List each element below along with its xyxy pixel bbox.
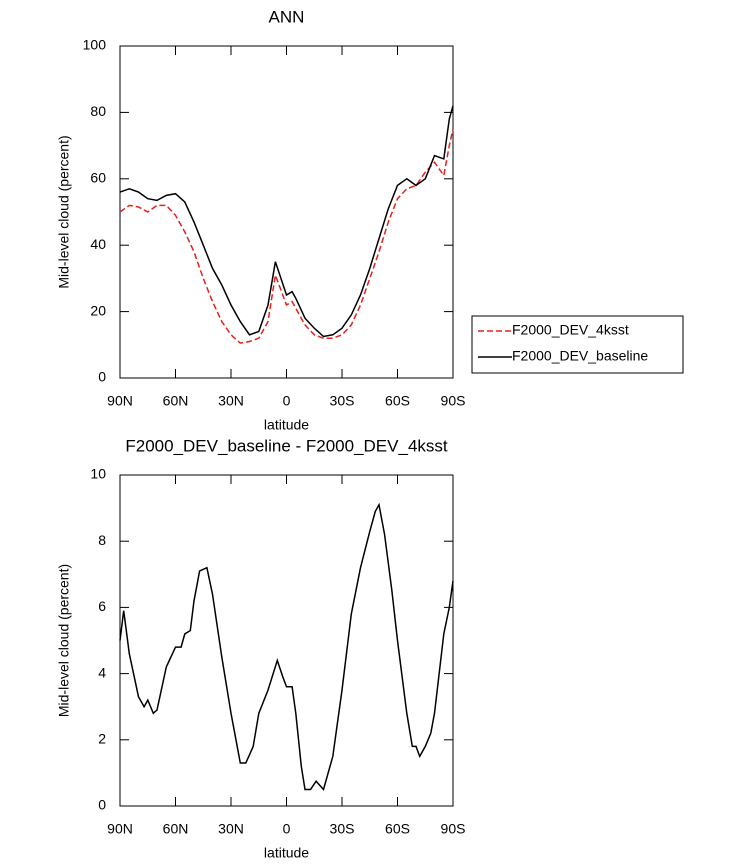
- y-tick-label: 2: [98, 731, 106, 747]
- y-tick-label: 10: [90, 466, 106, 482]
- y-tick-label: 0: [98, 797, 106, 813]
- y-tick-label: 20: [90, 302, 106, 318]
- x-tick-label: 30N: [218, 393, 244, 409]
- x-tick-label: 60N: [163, 821, 189, 837]
- y-tick-label: 100: [83, 37, 107, 53]
- y-tick-label: 40: [90, 236, 106, 252]
- x-tick-label: 30N: [218, 821, 244, 837]
- plot-frame: [119, 474, 454, 807]
- x-tick-label: 90N: [107, 821, 133, 837]
- x-tick-label: 0: [283, 821, 291, 837]
- legend-label: F2000_DEV_4ksst: [512, 322, 629, 338]
- x-tick-label: 90S: [441, 393, 466, 409]
- chart-title: F2000_DEV_baseline - F2000_DEV_4ksst: [125, 436, 448, 455]
- data-line: [119, 105, 454, 338]
- x-tick-label: 60S: [385, 393, 410, 409]
- x-tick-label: 30S: [330, 821, 355, 837]
- x-tick-label: 0: [283, 393, 291, 409]
- plot-frame: [119, 45, 454, 379]
- y-tick-label: 80: [90, 103, 106, 119]
- y-tick-label: 0: [98, 369, 106, 385]
- y-axis-label: Mid-level cloud (percent): [56, 564, 72, 717]
- x-tick-label: 90N: [107, 393, 133, 409]
- y-tick-label: 60: [90, 170, 106, 186]
- y-tick-label: 4: [98, 664, 106, 680]
- data-line: [119, 128, 454, 344]
- chart-title: ANN: [269, 7, 305, 26]
- legend-label: F2000_DEV_baseline: [512, 348, 648, 364]
- x-tick-label: 90S: [441, 821, 466, 837]
- x-tick-label: 30S: [330, 393, 355, 409]
- data-line: [119, 502, 454, 792]
- x-axis-label: latitude: [264, 845, 309, 861]
- x-tick-label: 60S: [385, 821, 410, 837]
- x-axis-label: latitude: [264, 417, 309, 433]
- legend-box: [471, 315, 684, 374]
- y-axis-label: Mid-level cloud (percent): [56, 135, 72, 288]
- y-tick-label: 6: [98, 598, 106, 614]
- x-tick-label: 60N: [163, 393, 189, 409]
- y-tick-label: 8: [98, 532, 106, 548]
